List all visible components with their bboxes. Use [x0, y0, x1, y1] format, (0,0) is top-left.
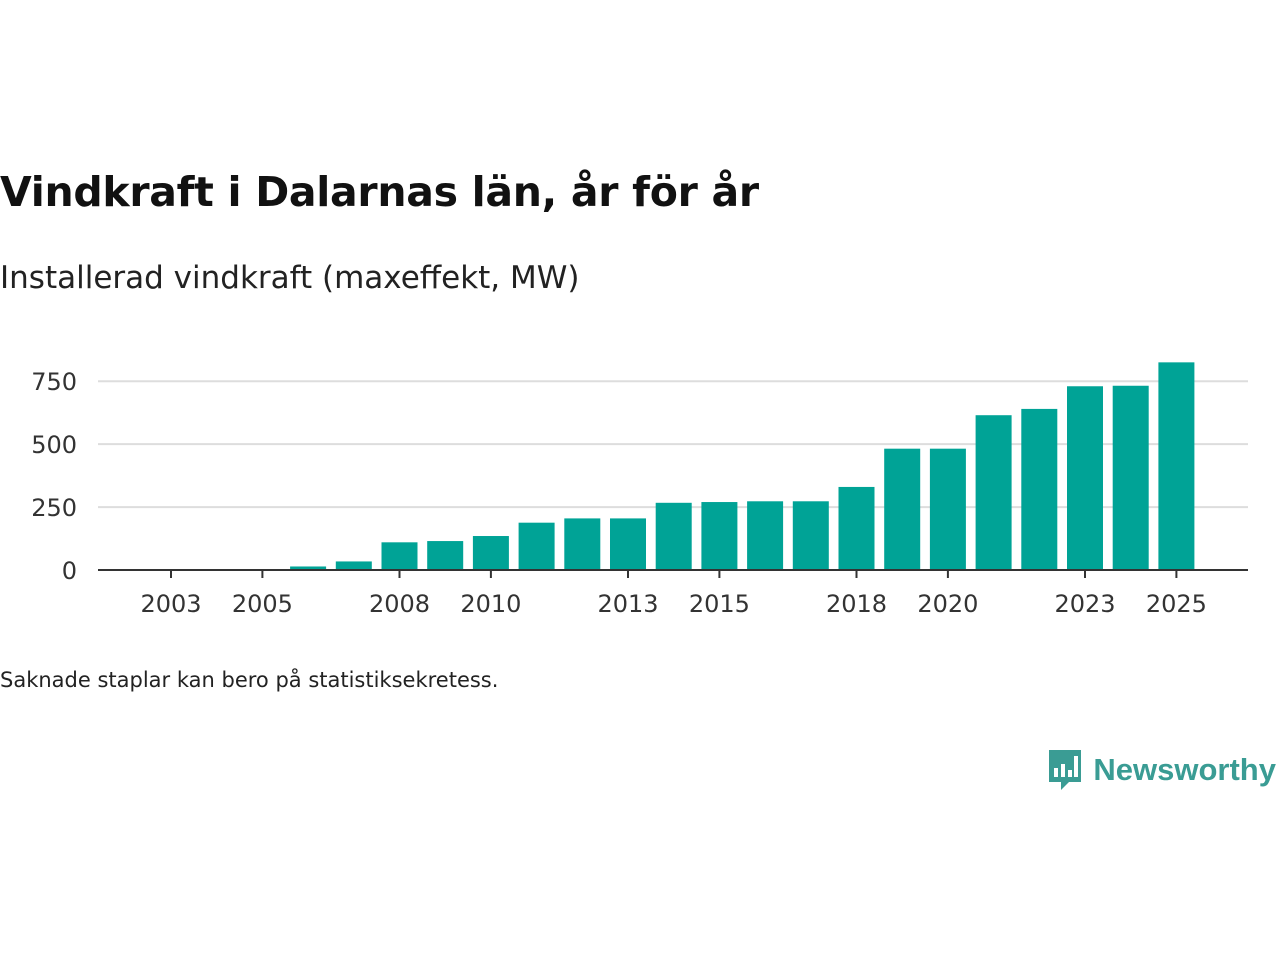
x-tick-label: 2025: [1146, 590, 1207, 618]
x-tick-label: 2005: [232, 590, 293, 618]
bar: [518, 522, 555, 570]
footnote: Saknade staplar kan bero på statistiksek…: [0, 668, 499, 692]
y-tick-label: 750: [31, 368, 77, 396]
bar: [1021, 408, 1058, 570]
y-tick-label: 500: [31, 431, 77, 459]
bar: [929, 448, 966, 570]
bar: [564, 518, 601, 570]
brand-logo[interactable]: Newsworthy: [1047, 748, 1276, 792]
bar: [655, 502, 692, 570]
chart-title: Vindkraft i Dalarnas län, år för år: [0, 168, 759, 216]
bar: [975, 415, 1012, 570]
bar: [884, 448, 921, 570]
x-tick-label: 2023: [1054, 590, 1115, 618]
x-tick-label: 2015: [689, 590, 750, 618]
bars: [290, 362, 1195, 570]
x-tick-label: 2018: [826, 590, 887, 618]
newsworthy-logo-icon: [1049, 750, 1082, 790]
x-tick-label: 2020: [917, 590, 978, 618]
x-axis-ticks: 2003 2005 2008 2010 2013 2015 2018 2020 2023 2025: [140, 570, 1207, 618]
chart-subtitle: Installerad vindkraft (maxeffekt, MW): [0, 260, 580, 296]
brand-name: Newsworthy: [1093, 752, 1276, 787]
y-tick-label: 250: [31, 494, 77, 522]
bar: [1112, 385, 1149, 570]
bar: [472, 536, 509, 570]
x-tick-label: 2003: [140, 590, 201, 618]
x-tick-label: 2008: [369, 590, 430, 618]
y-tick-label: 0: [62, 557, 77, 585]
bar: [1158, 362, 1195, 570]
bar: [290, 566, 327, 570]
bar: [838, 486, 875, 570]
bar: [701, 502, 738, 570]
x-tick-label: 2013: [597, 590, 658, 618]
bar: [792, 501, 829, 570]
bar: [1067, 386, 1103, 570]
bar: [381, 542, 418, 570]
bar: [335, 561, 372, 570]
bar: [427, 541, 464, 570]
y-axis-ticks: 0 250 500 750: [31, 368, 77, 585]
bar: [747, 501, 784, 570]
x-tick-label: 2010: [460, 590, 521, 618]
bar: [610, 518, 646, 570]
